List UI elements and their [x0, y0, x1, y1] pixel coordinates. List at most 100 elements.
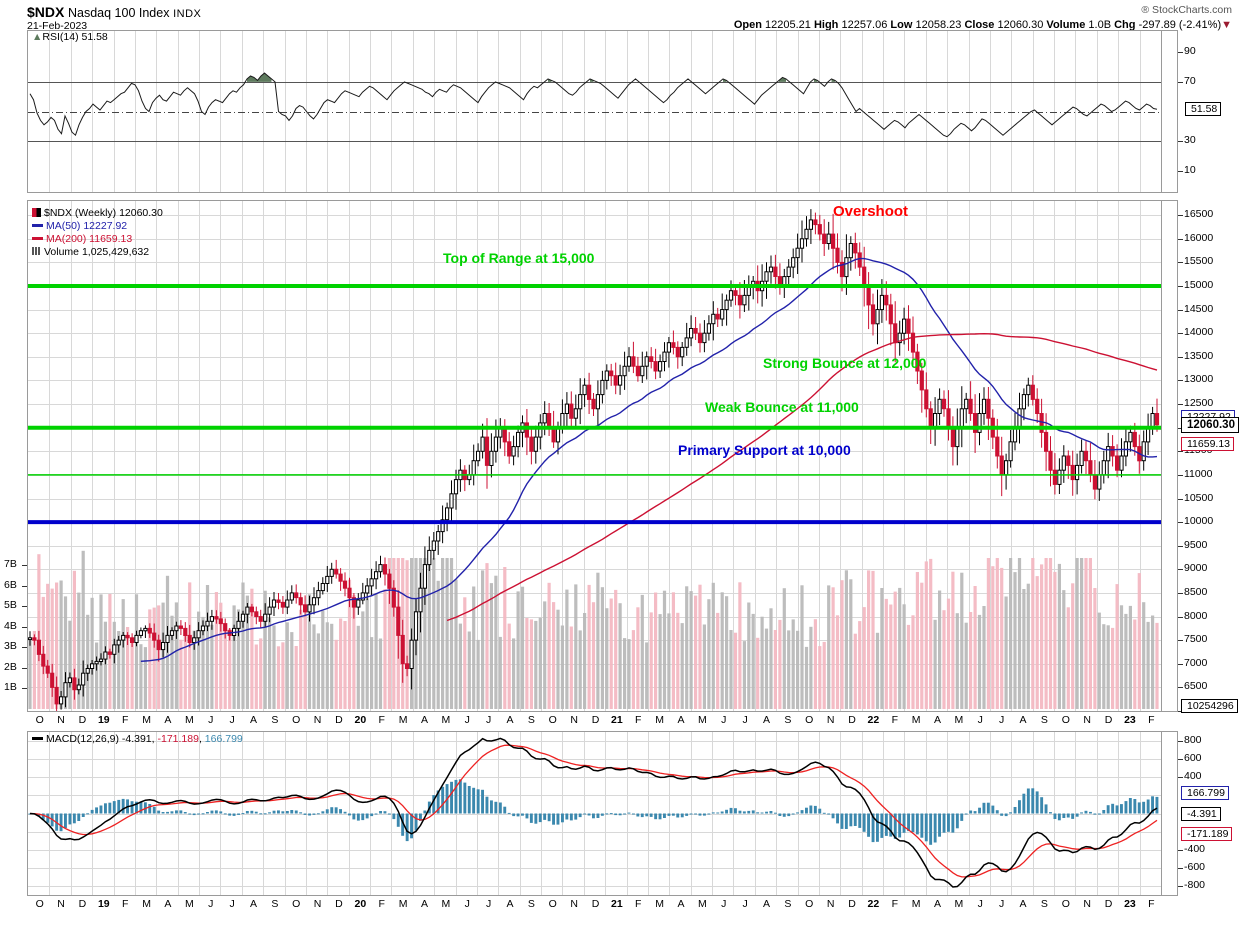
price-tick-mark: [1178, 262, 1183, 264]
symbol-label: $NDX: [27, 4, 65, 20]
x-axis-tick-J: J: [208, 898, 214, 910]
change-value: -297.89 (-2.41%): [1138, 19, 1222, 31]
macd-legend-comma-2: ,: [198, 733, 202, 745]
low-label: Low: [890, 19, 913, 31]
x-axis-tick-20: 20: [354, 714, 367, 726]
price-tick-mark: [1178, 238, 1183, 240]
x-axis-tick-S: S: [271, 898, 279, 910]
x-axis-tick-D: D: [1104, 898, 1113, 910]
price-y-tick-10500: 10500: [1184, 491, 1214, 504]
x-axis-tick-J: J: [721, 714, 727, 726]
price-tick-mark: [1178, 404, 1183, 406]
macd-value-tag-1: -4.391: [1181, 806, 1221, 821]
volume-tick-mark: [22, 647, 27, 649]
price-y-tick-11000: 11000: [1184, 467, 1213, 480]
price-y-tick-9500: 9500: [1184, 538, 1208, 551]
price-tick-mark: [1178, 592, 1183, 594]
x-axis-tick-F: F: [121, 898, 129, 910]
x-axis-tick-J: J: [977, 714, 983, 726]
x-axis-tick-M: M: [698, 898, 707, 910]
price-y-tick-13000: 13000: [1184, 373, 1214, 386]
price-legend: $NDX (Weekly) 12060.30 MA(50) 12227.92 M…: [32, 207, 163, 259]
macd-legend-value: -4.391: [121, 733, 152, 745]
price-tick-mark: [1178, 309, 1183, 311]
price-legend-row-2: MA(200) 11659.13: [32, 233, 163, 246]
price-tick-mark: [1178, 333, 1183, 335]
x-axis-tick-M: M: [911, 714, 921, 726]
price-y-tick-16000: 16000: [1184, 231, 1214, 244]
x-axis-tick-F: F: [635, 898, 642, 910]
x-axis-tick-M: M: [142, 898, 151, 910]
rsi-y-tick-10: 10: [1184, 163, 1196, 176]
rsi-y-tick-30: 30: [1184, 134, 1196, 147]
x-axis-macd: O N D 19 F M A M J J A S O N D 20 F M A M J J A S O N D 21 F M A M J J A S O…: [27, 898, 1178, 912]
price-legend-label-0: $NDX (Weekly) 12060.30: [44, 207, 163, 219]
macd-legend-label: MACD(12,26,9): [46, 733, 119, 745]
x-axis-tick-N: N: [1083, 714, 1091, 726]
close-value: 12060.30: [997, 19, 1044, 31]
rsi-value-tag: 51.58: [1185, 102, 1222, 117]
x-axis-tick-F: F: [378, 898, 385, 910]
x-axis-tick-N: N: [57, 714, 65, 726]
change-down-arrow-icon: ▼: [1221, 19, 1232, 31]
price-tick-mark: [1178, 427, 1183, 429]
x-axis-tick-F: F: [121, 714, 129, 726]
macd-y-tick--800: -800: [1184, 878, 1206, 891]
x-axis-tick-A: A: [164, 714, 172, 726]
macd-y-tick--400: -400: [1184, 842, 1206, 855]
x-axis-tick-S: S: [271, 714, 279, 726]
price-y-tick-16500: 16500: [1184, 208, 1214, 221]
volume-label: Volume: [1046, 19, 1086, 31]
macd-legend-signal: -171.189: [157, 733, 199, 745]
price-tick-mark: [1178, 711, 1183, 712]
x-axis-tick-M: M: [398, 714, 408, 726]
price-legend-row-1: MA(50) 12227.92: [32, 220, 163, 233]
x-axis-tick-F: F: [635, 714, 642, 726]
exchange-label: INDX: [173, 8, 202, 20]
x-axis-tick-N: N: [313, 898, 322, 910]
brand-label: ® StockCharts.com: [1141, 4, 1232, 16]
low-value: 12058.23: [915, 19, 962, 31]
x-axis-tick-O: O: [35, 714, 44, 726]
ma200-swatch-icon: [32, 236, 43, 240]
x-axis-tick-A: A: [934, 898, 942, 910]
rsi-svg: [28, 31, 1162, 192]
price-panel: [27, 200, 1178, 712]
price-tick-mark: [1178, 640, 1183, 642]
price-y-tick-12500: 12500: [1184, 397, 1214, 410]
macd-line-swatch-icon: [32, 736, 43, 740]
x-axis-tick-M: M: [655, 898, 664, 910]
high-value: 12257.06: [841, 19, 888, 31]
x-axis-tick-J: J: [208, 714, 214, 726]
macd-plot: [27, 731, 1178, 896]
x-axis-tick-N: N: [57, 898, 65, 910]
x-axis-tick-21: 21: [611, 898, 623, 910]
x-axis-tick-A: A: [420, 714, 428, 726]
x-axis-tick-F: F: [891, 898, 898, 910]
price-legend-label-3: Volume 1,025,429,632: [44, 246, 150, 258]
annotation-2: Strong Bounce at 12,000: [763, 355, 927, 371]
x-axis-tick-D: D: [591, 714, 600, 726]
price-tick-mark: [1178, 380, 1183, 382]
x-axis-tick-N: N: [570, 714, 578, 726]
x-axis-tick-23: 23: [1124, 898, 1136, 910]
x-axis-tick-F: F: [1148, 714, 1155, 726]
volume-y-tick-4B: 4B: [4, 619, 17, 632]
price-value-tag-1: 12060.30: [1181, 416, 1239, 433]
x-axis-tick-21: 21: [611, 714, 623, 726]
x-axis-tick-A: A: [164, 898, 172, 910]
price-value-tag-2: 11659.13: [1181, 436, 1235, 451]
instrument-name: Nasdaq 100 Index: [67, 6, 170, 20]
high-label: High: [813, 19, 839, 31]
macd-tick-mark: [1178, 777, 1183, 779]
volume-tick-mark: [22, 626, 27, 628]
rsi-legend: ▲RSI(14) 51.58: [32, 31, 108, 44]
x-axis-tick-A: A: [1019, 898, 1027, 910]
price-legend-label-2: MA(200) 11659.13: [46, 233, 133, 245]
x-axis-tick-N: N: [826, 714, 835, 726]
price-y-tick-13500: 13500: [1184, 349, 1214, 362]
price-value-tag-3: 10254296: [1181, 699, 1238, 714]
x-axis-tick-D: D: [848, 898, 856, 910]
x-axis-tick-N: N: [826, 898, 835, 910]
